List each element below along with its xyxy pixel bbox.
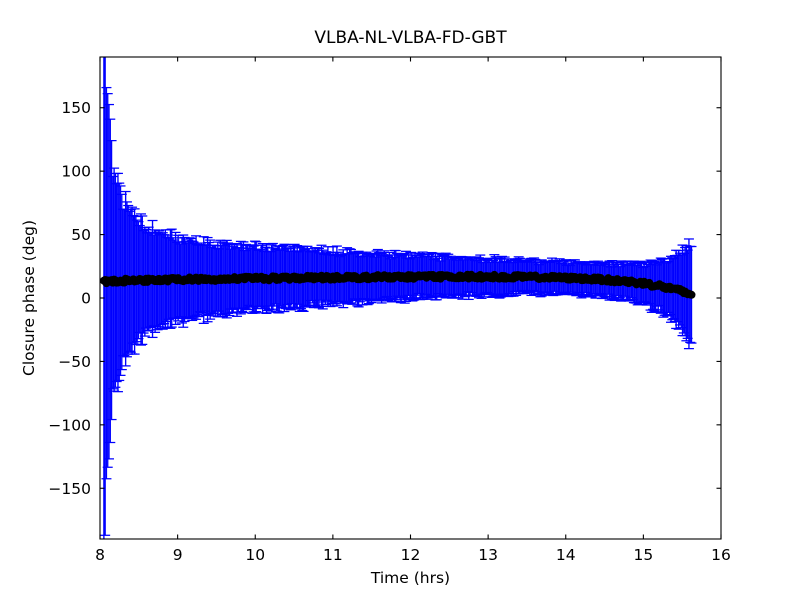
axes-frame [99, 56, 722, 540]
y-tick-label: 100 [61, 163, 91, 181]
x-tick-label: 9 [173, 546, 183, 564]
y-tick-label: −150 [48, 480, 91, 498]
y-tick-label: 50 [71, 226, 91, 244]
axis-ticks [99, 57, 722, 539]
x-tick-label: 16 [711, 546, 731, 564]
x-tick-label: 11 [323, 546, 343, 564]
y-tick-label: 150 [61, 99, 91, 117]
page-title: VLBA-NL-VLBA-FD-GBT [314, 28, 507, 48]
x-tick-label: 15 [634, 546, 654, 564]
x-tick-label: 8 [95, 546, 105, 564]
x-tick-label: 13 [478, 546, 498, 564]
y-tick-label: 0 [81, 290, 91, 308]
axis-tick-labels: 8 9 10 11 12 13 14 15 16 −150 −100 −50 0 50 100 150 [48, 99, 730, 564]
y-tick-label: −50 [58, 353, 91, 371]
data-point-series [99, 270, 696, 299]
x-tick-label: 12 [401, 546, 421, 564]
y-axis-label: Closure phase (deg) [20, 220, 38, 376]
x-axis-label: Time (hrs) [370, 569, 450, 587]
y-tick-label: −100 [48, 416, 91, 434]
x-tick-label: 10 [245, 546, 265, 564]
x-tick-label: 14 [556, 546, 576, 564]
